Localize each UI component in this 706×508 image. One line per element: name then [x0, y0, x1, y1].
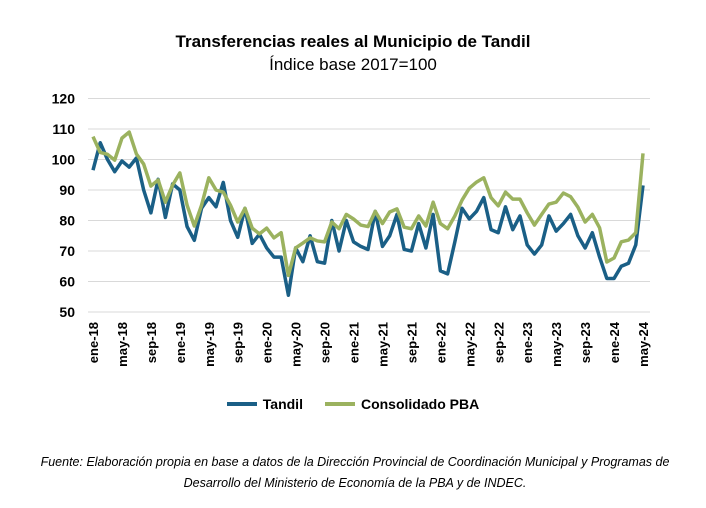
x-tick-label: may-23 — [549, 322, 564, 367]
legend: Tandil Consolidado PBA — [0, 396, 706, 412]
y-tick-label: 70 — [59, 243, 75, 259]
x-tick-label: ene-18 — [86, 322, 101, 363]
x-tick-label: ene-23 — [520, 322, 535, 363]
y-tick-label: 110 — [52, 121, 75, 137]
series-line-tandil — [91, 140, 645, 297]
line-chart: 50 60 70 80 90 100 110 120 ene-18 may-18 sep-18 ene… — [52, 91, 651, 367]
x-tick-label: may-19 — [202, 322, 217, 367]
x-tick-label: ene-24 — [607, 321, 622, 363]
y-tick-label: 90 — [59, 182, 75, 198]
x-tick-label: sep-22 — [491, 322, 506, 363]
x-tick-label: sep-19 — [231, 322, 246, 363]
x-tick-label: ene-21 — [347, 322, 362, 363]
chart-subtitle: Índice base 2017=100 — [269, 55, 437, 74]
legend-swatch — [226, 402, 257, 406]
x-tick-label: may-18 — [115, 322, 130, 367]
legend-label: Tandil — [262, 396, 303, 412]
y-tick-label: 50 — [59, 304, 75, 320]
x-tick-label: sep-18 — [144, 322, 159, 363]
x-tick-label: may-20 — [289, 322, 304, 367]
legend-swatch — [324, 402, 355, 406]
y-tick-label: 100 — [52, 152, 76, 168]
x-tick-label: sep-20 — [318, 322, 333, 363]
x-tick-label: may-21 — [375, 322, 390, 367]
x-tick-label: ene-22 — [433, 322, 448, 363]
series-line-consolidado-pba — [91, 130, 645, 278]
y-tick-label: 120 — [52, 91, 76, 107]
y-tick-label: 60 — [59, 274, 75, 290]
x-tick-label: sep-23 — [578, 322, 593, 363]
legend-label: Consolidado PBA — [360, 396, 480, 412]
x-tick-label: may-24 — [636, 321, 651, 367]
x-tick-label: may-22 — [462, 322, 477, 367]
x-tick-label: ene-19 — [173, 322, 188, 363]
chart-title: Transferencias reales al Municipio de Ta… — [175, 32, 531, 51]
y-tick-label: 80 — [59, 213, 75, 229]
legend-item-pba: Consolidado PBA — [324, 396, 480, 412]
x-tick-label: ene-20 — [260, 322, 275, 363]
source-footnote: Fuente: Elaboración propia en base a dat… — [40, 455, 670, 490]
x-tick-label: sep-21 — [404, 322, 419, 363]
legend-item-tandil: Tandil — [226, 396, 303, 412]
